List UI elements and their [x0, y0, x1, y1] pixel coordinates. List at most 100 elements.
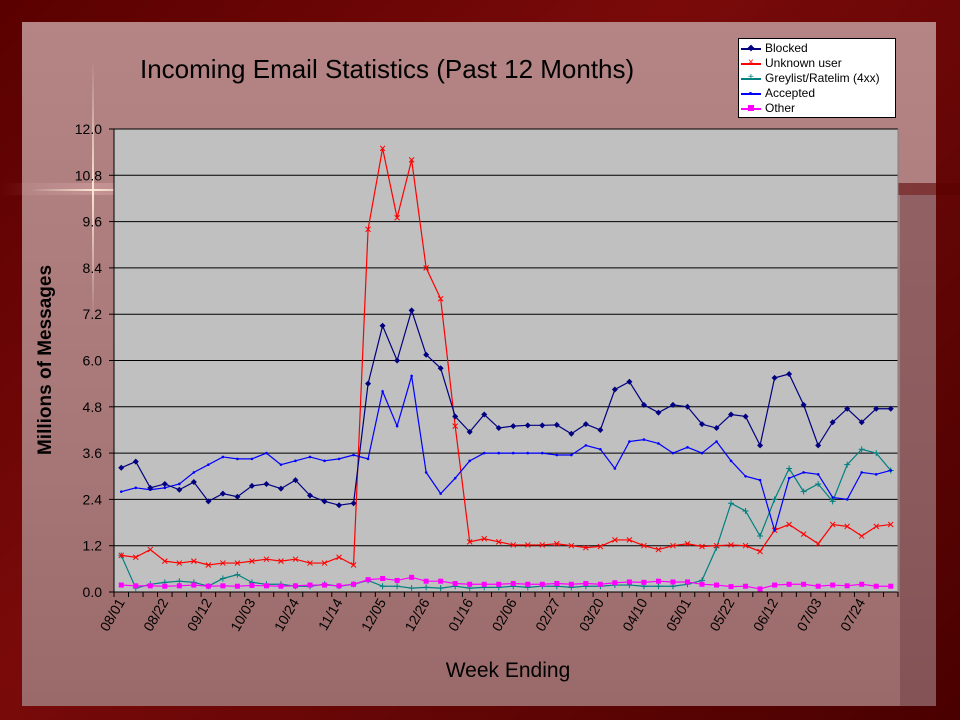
- data-point-accepted: [555, 453, 559, 457]
- data-point-accepted: [163, 486, 167, 490]
- data-point-greylist-ratelim-4xx: [728, 500, 735, 507]
- data-point-other: [714, 582, 720, 588]
- legend-marker: [748, 105, 754, 111]
- data-point-blocked: [132, 458, 139, 465]
- data-point-unknown-user: [278, 558, 284, 564]
- y-tick-label: 7.2: [83, 306, 103, 322]
- data-point-other: [801, 581, 807, 587]
- data-point-other: [365, 577, 371, 583]
- series-line-greylist-ratelim-4xx: [120, 448, 892, 589]
- y-tick-label: 12.0: [75, 121, 102, 137]
- data-point-other: [873, 583, 879, 589]
- data-point-blocked: [800, 401, 807, 408]
- data-point-unknown-user: [292, 556, 299, 563]
- data-point-unknown-user: [147, 546, 154, 553]
- data-point-blocked: [350, 500, 357, 507]
- y-tick-label: 9.6: [83, 214, 103, 230]
- data-point-accepted: [715, 440, 718, 443]
- y-tick-label: 10.8: [75, 167, 102, 183]
- data-point-unknown-user: [118, 552, 125, 559]
- x-tick-label: 10/24: [271, 595, 302, 634]
- data-point-unknown-user: [495, 538, 502, 545]
- data-point-blocked: [248, 482, 255, 489]
- data-point-greylist-ratelim-4xx: [873, 450, 880, 457]
- x-tick-label: 09/12: [184, 595, 215, 634]
- data-point-other: [612, 580, 618, 586]
- legend-marker: [747, 44, 755, 52]
- data-point-unknown-user: [249, 558, 255, 564]
- data-point-blocked: [118, 464, 125, 471]
- data-point-unknown-user: [481, 535, 488, 542]
- data-point-unknown-user: [437, 295, 444, 302]
- data-point-other: [554, 581, 560, 587]
- data-point-blocked: [292, 477, 299, 484]
- data-point-accepted: [570, 453, 573, 457]
- data-point-unknown-user: [394, 214, 400, 221]
- data-point-accepted: [236, 457, 239, 461]
- data-point-unknown-user: [510, 542, 517, 548]
- data-point-unknown-user: [336, 554, 342, 561]
- data-point-blocked: [669, 401, 676, 408]
- x-tick-label: 12/05: [358, 595, 389, 634]
- data-point-other: [147, 583, 153, 589]
- data-point-accepted: [845, 498, 849, 501]
- data-point-other: [278, 583, 284, 589]
- y-axis-title: Millions of Messages: [35, 264, 56, 456]
- data-point-other: [699, 581, 705, 587]
- x-tick-label: 06/12: [750, 595, 781, 634]
- data-point-other: [452, 581, 458, 587]
- data-point-other: [496, 581, 502, 587]
- data-point-other: [176, 583, 182, 589]
- data-point-other: [830, 582, 836, 588]
- data-point-accepted: [308, 455, 312, 459]
- data-point-unknown-user: [815, 540, 822, 547]
- data-point-accepted: [584, 444, 588, 447]
- data-point-accepted: [265, 451, 268, 455]
- chart-legend: Blocked × Unknown user + Greylist/Rateli…: [738, 38, 896, 118]
- data-point-accepted: [221, 455, 225, 459]
- data-point-other: [263, 583, 269, 589]
- data-point-unknown-user: [220, 560, 226, 566]
- data-point-blocked: [539, 422, 546, 429]
- legend-item-unknown-user: × Unknown user: [739, 56, 895, 71]
- data-point-other: [815, 583, 821, 589]
- x-tick-label: 01/16: [445, 595, 476, 634]
- data-point-unknown-user: [176, 560, 183, 566]
- x-tick-label: 08/01: [96, 595, 127, 634]
- data-point-accepted: [773, 528, 776, 532]
- data-point-unknown-user: [539, 542, 546, 548]
- data-point-accepted: [860, 471, 864, 474]
- data-point-blocked: [190, 479, 197, 486]
- data-point-accepted: [686, 446, 689, 449]
- data-point-unknown-user: [205, 562, 212, 568]
- x-tick-label: 12/26: [401, 595, 432, 634]
- y-tick-label: 2.4: [83, 491, 103, 507]
- data-point-other: [351, 581, 357, 587]
- data-point-other: [191, 582, 197, 588]
- data-point-blocked: [176, 486, 183, 493]
- data-point-other: [510, 581, 516, 587]
- data-point-greylist-ratelim-4xx: [655, 583, 662, 590]
- data-point-blocked: [757, 442, 764, 449]
- data-point-accepted: [599, 447, 602, 451]
- data-point-unknown-user: [161, 558, 168, 564]
- data-point-accepted: [178, 482, 181, 486]
- data-point-blocked: [219, 490, 226, 497]
- data-point-other: [655, 578, 661, 584]
- data-point-blocked: [597, 426, 604, 433]
- data-point-other: [641, 579, 647, 585]
- data-point-other: [888, 583, 894, 589]
- data-point-other: [220, 583, 226, 589]
- data-point-greylist-ratelim-4xx: [742, 507, 749, 514]
- data-point-unknown-user: [786, 521, 792, 528]
- legend-label: Blocked: [765, 41, 808, 55]
- data-point-greylist-ratelim-4xx: [786, 465, 793, 472]
- x-axis-title: Week Ending: [445, 659, 571, 682]
- data-point-other: [394, 577, 400, 583]
- data-point-accepted: [497, 451, 501, 455]
- legend-marker: +: [748, 72, 754, 83]
- data-point-other: [409, 574, 415, 580]
- data-point-other: [597, 581, 603, 587]
- data-point-greylist-ratelim-4xx: [394, 583, 401, 590]
- data-point-blocked: [713, 425, 720, 432]
